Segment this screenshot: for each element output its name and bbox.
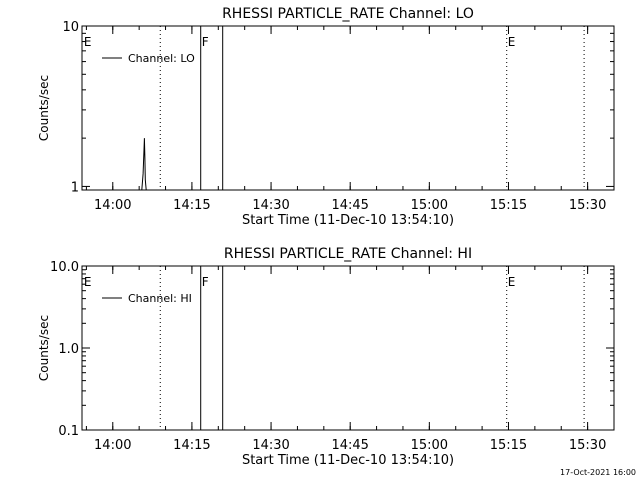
x-tick-label: 14:15 (173, 198, 210, 213)
x-tick-label: 15:00 (411, 438, 448, 453)
y-tick-label: 10.0 (50, 260, 79, 275)
y-tick-label: 10 (62, 20, 79, 35)
x-tick-label: 14:45 (331, 438, 368, 453)
chart-panel-1: RHESSI PARTICLE_RATE Channel: HI Start Ti… (37, 246, 615, 468)
plot-frame (81, 265, 615, 431)
x-axis-label: Start Time (11-Dec-10 13:54:10) (242, 453, 454, 468)
x-tick-label: 14:30 (252, 438, 289, 453)
y-tick-label: 1.0 (58, 342, 79, 357)
data-series-line (141, 138, 147, 191)
chart-title: RHESSI PARTICLE_RATE Channel: HI (224, 246, 472, 262)
x-tick-label: 14:00 (94, 438, 131, 453)
y-axis-label: Counts/sec (37, 75, 51, 141)
plot-frame (81, 25, 615, 191)
event-marker-label: E (508, 35, 516, 49)
event-marker-label: E (84, 35, 92, 49)
x-tick-label: 14:15 (173, 438, 210, 453)
legend-entry: Channel: LO (128, 52, 195, 65)
event-marker-label: E (84, 275, 92, 289)
x-axis-label: Start Time (11-Dec-10 13:54:10) (242, 213, 454, 228)
event-marker-label: F (202, 35, 209, 49)
x-tick-label: 15:30 (569, 438, 606, 453)
x-tick-label: 14:00 (94, 198, 131, 213)
x-tick-label: 15:00 (411, 198, 448, 213)
x-tick-label: 15:15 (490, 438, 527, 453)
chart-title: RHESSI PARTICLE_RATE Channel: LO (222, 6, 474, 22)
x-tick-label: 15:30 (569, 198, 606, 213)
footer-timestamp: 17-Oct-2021 16:00 (560, 468, 636, 477)
x-tick-label: 15:15 (490, 198, 527, 213)
event-marker-label: E (508, 275, 516, 289)
legend-entry: Channel: HI (128, 292, 192, 305)
event-marker-label: F (202, 275, 209, 289)
chart-panel-0: RHESSI PARTICLE_RATE Channel: LO Start Ti… (37, 6, 615, 228)
y-tick-label: 1 (71, 180, 79, 195)
x-tick-label: 14:45 (331, 198, 368, 213)
y-tick-label: 0.1 (58, 424, 79, 439)
x-tick-label: 14:30 (252, 198, 289, 213)
y-axis-label: Counts/sec (37, 315, 51, 381)
